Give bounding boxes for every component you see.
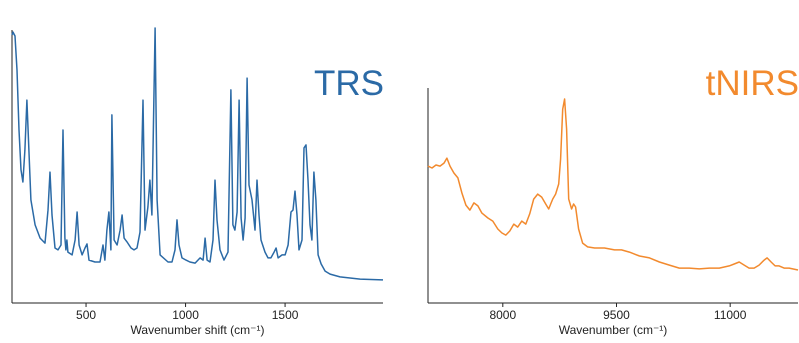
x-axis-label: Wavenumber (cm⁻¹) xyxy=(559,323,668,337)
x-tick-label: 8000 xyxy=(489,308,516,322)
spectrum-line xyxy=(11,27,384,281)
x-tick-label: 500 xyxy=(76,308,96,322)
chart-title: tNIRS xyxy=(706,64,799,103)
x-tick-label: 1500 xyxy=(272,308,299,322)
x-axis-label: Wavenumber shift (cm⁻¹) xyxy=(131,323,265,337)
spectrum-line xyxy=(427,98,799,271)
x-tick-label: 9500 xyxy=(603,308,630,322)
x-tick-label: 11000 xyxy=(714,308,747,322)
chart-title: TRS xyxy=(314,64,384,103)
x-tick-label: 1000 xyxy=(172,308,199,322)
